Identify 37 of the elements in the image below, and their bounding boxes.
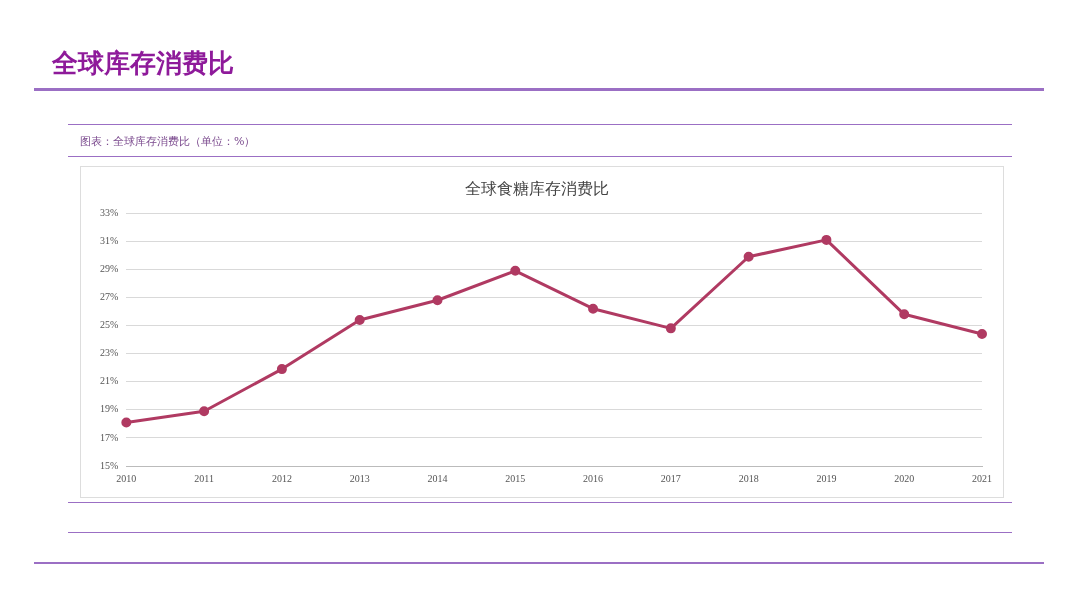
y-tick-label: 19%	[99, 403, 119, 415]
point	[199, 406, 210, 417]
point	[354, 314, 365, 325]
text: 图表：全球库存消费比（单位：%）	[80, 134, 256, 149]
x-tick-label: 2021	[972, 472, 992, 484]
y-tick-label: 29%	[99, 263, 119, 274]
y-tick-label: 21%	[99, 375, 119, 387]
text: 全球库存消费比	[52, 47, 234, 80]
x-tick-label: 2016	[583, 472, 604, 484]
x-tick-label: 2020	[894, 472, 915, 484]
point	[665, 323, 676, 334]
y-tick-label: 17%	[99, 431, 119, 443]
y-tick-label: 31%	[99, 234, 119, 246]
point	[510, 265, 521, 276]
x-tick-label: 2012	[271, 472, 292, 484]
y-tick-label: 25%	[99, 319, 119, 331]
point	[588, 303, 599, 314]
point	[432, 295, 443, 306]
point	[743, 251, 754, 262]
y-tick-label: 23%	[99, 347, 119, 359]
point	[821, 234, 832, 245]
x-tick-label: 2015	[505, 472, 526, 484]
point	[276, 364, 287, 375]
x-tick-label: 2011	[194, 472, 214, 484]
x-tick-label: 2019	[816, 472, 837, 484]
point	[899, 309, 910, 320]
y-tick-label: 33%	[99, 206, 119, 218]
y-tick-label: 27%	[99, 291, 119, 303]
x-tick-label: 2014	[427, 472, 448, 484]
point	[121, 417, 132, 428]
x-tick-label: 2010	[116, 472, 137, 484]
x-tick-label: 2017	[660, 472, 681, 484]
y-tick-label: 15%	[99, 459, 119, 471]
chart-title: 全球食糖库存消费比	[465, 178, 609, 198]
point	[977, 328, 987, 339]
x-tick-label: 2018	[738, 472, 759, 484]
x-tick-label: 2013	[349, 472, 370, 484]
